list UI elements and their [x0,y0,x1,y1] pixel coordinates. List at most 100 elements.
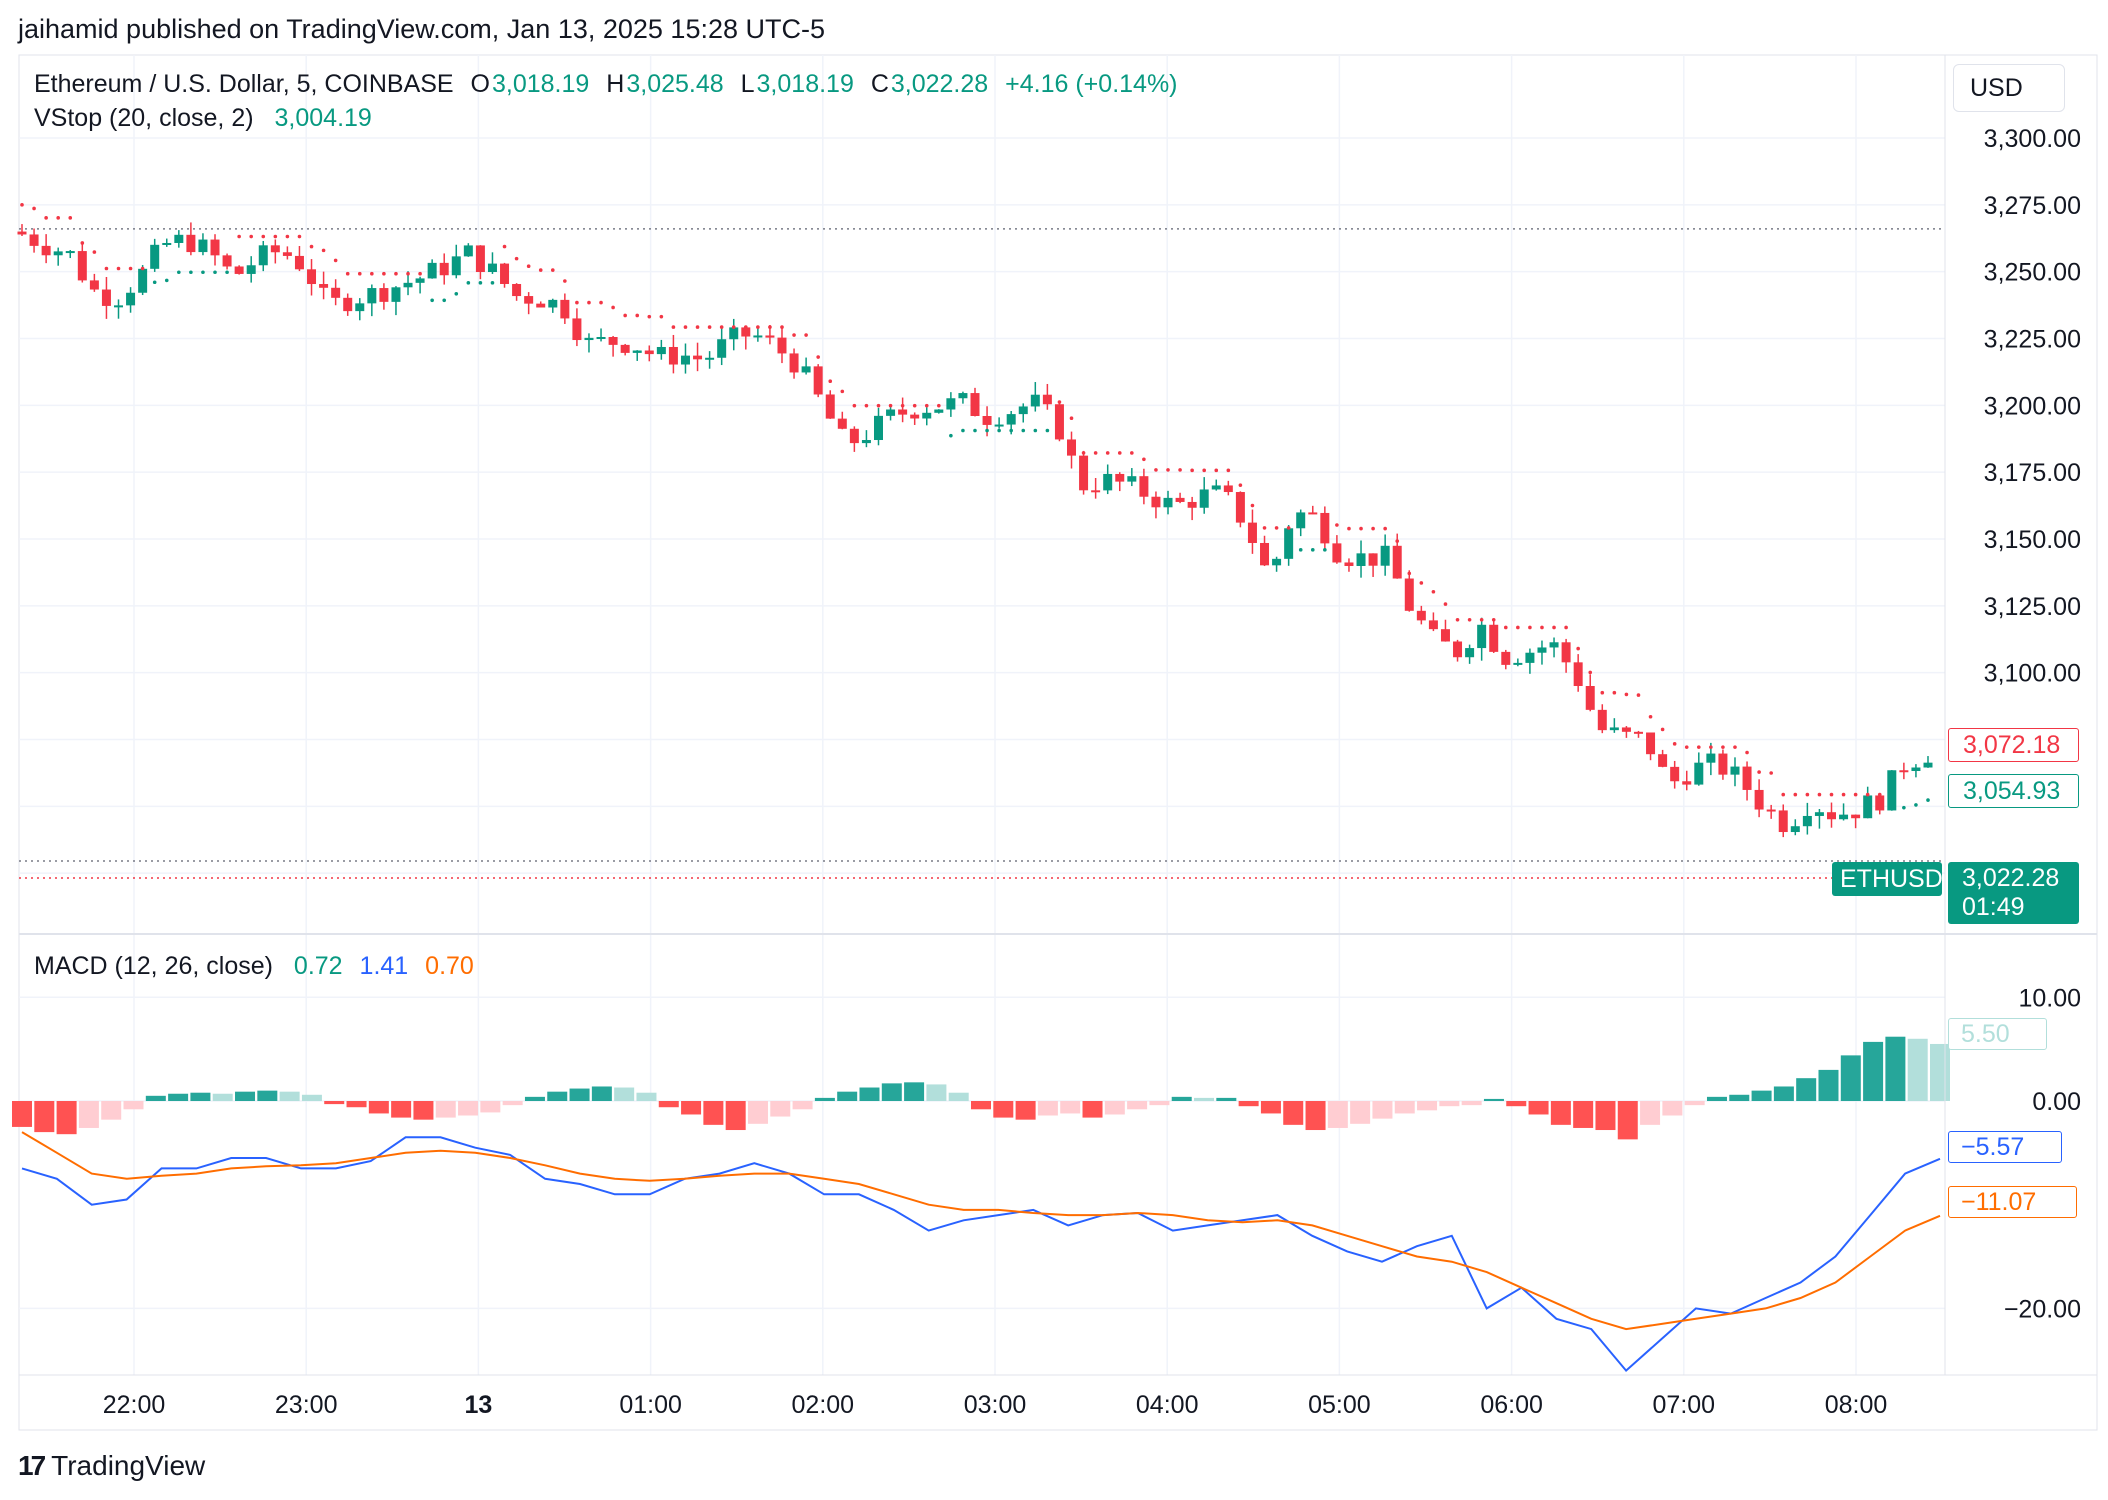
price-tick-label: 3,300.00 [1984,125,2081,153]
vstop-dot [1660,727,1665,732]
low-value: 3,018.19 [756,70,854,98]
candle-body [1537,647,1547,653]
macd-hist-bar [1216,1097,1237,1101]
candle-body [1694,762,1704,785]
candle-body [186,234,196,253]
macd-hist-bar [837,1091,858,1101]
tradingview-logo[interactable]: 17 TradingView [18,1450,205,1482]
vstop-dot [1238,483,1243,487]
vstop-dot [1286,526,1291,530]
macd-hist-bar [1773,1086,1794,1101]
candle-body [922,412,932,419]
candle-body [1573,662,1583,687]
candle-body [946,398,956,410]
vstop-dot [1817,792,1822,797]
candle-body [958,393,968,399]
vstop-dot [707,325,712,329]
macd-hist-bar [948,1092,969,1101]
candle-body [644,350,654,355]
vstop-dot [1757,770,1761,774]
vstop-dot [1552,625,1556,630]
candle-body [1549,642,1559,648]
candle-body [1477,624,1487,649]
macd-hist-bar [168,1093,189,1101]
candle-body [1223,485,1233,493]
macd-hist-bar [1528,1101,1549,1115]
macd-label: MACD (12, 26, close) [34,952,273,980]
macd-hist-bar [1684,1101,1705,1106]
macd-hist-bar [257,1090,278,1101]
macd-hist-bar [1149,1101,1170,1106]
candle-body [1235,492,1245,523]
candle-body [524,296,534,304]
vstop-dot [900,403,905,408]
candle-body [319,284,329,288]
currency-button[interactable]: USD [1953,64,2065,112]
candle-body [1344,562,1354,566]
macd-hist-bar [614,1087,635,1101]
vstop-label: VStop (20, close, 2) [34,104,254,132]
candle-body [1911,767,1921,772]
candle-body [1260,542,1270,566]
vstop-dot [1696,745,1701,749]
vstop-dot [1105,451,1110,455]
candle-body [331,287,341,298]
time-tick-label: 13 [464,1391,492,1419]
candle-body [886,409,896,416]
vstop-dot [1503,625,1508,630]
macd-hist-bar [1350,1101,1371,1124]
candle-body [89,280,99,290]
price-tick-label: 3,175.00 [1984,459,2081,487]
vstop-dot [1600,690,1605,695]
candle-body [668,346,678,365]
grid [19,55,1945,1375]
vstop-dot [1298,548,1303,552]
candle-body [1356,553,1366,566]
macd-hist-bar [1104,1101,1125,1115]
candle-body [114,305,124,308]
candle-body [837,418,847,429]
candle-body [1067,439,1077,456]
macd-hist-bar [1729,1094,1750,1101]
candle-body [765,335,775,338]
candle-body [1139,476,1149,497]
candle-body [608,336,618,345]
vstop-dot [1202,468,1207,473]
vstop-dot [550,268,555,272]
macd-hist-bar [814,1097,835,1101]
candle-body [1018,406,1028,415]
vstop-dot [68,216,73,220]
macd-line-tag: −5.57 [1948,1131,2062,1163]
candle-body [77,251,87,281]
macd-hist-bar [1751,1090,1772,1101]
macd-hist-bar [1550,1101,1571,1125]
candle-body [1115,473,1125,482]
macd-hist-bar [346,1101,367,1108]
vstop-dot [997,428,1001,433]
vstop-dot [357,271,362,276]
candle-body [789,353,799,373]
candle-body [1863,795,1873,819]
macd-hist-bar [1573,1101,1594,1128]
high-value: 3,025.48 [626,70,724,98]
macd-line-value: 1.41 [359,952,409,980]
vstop-dot [502,244,507,249]
vstop-legend[interactable]: VStop (20, close, 2) 3,004.19 [34,104,374,133]
vstop-dot [1383,526,1387,531]
symbol-legend[interactable]: Ethereum / U.S. Dollar, 5, COINBASE O3,0… [34,70,1180,99]
price-tick-label: 3,200.00 [1984,392,2081,420]
macd-hist-bar [1840,1055,1861,1101]
macd-legend[interactable]: MACD (12, 26, close) 0.72 1.41 0.70 [34,952,476,981]
candle-body [861,440,871,444]
candle-body [1561,642,1571,663]
vstop-dot [237,234,241,239]
candle-body [415,278,425,283]
candle-body [1392,545,1402,579]
vstop-dot [1419,581,1424,585]
macd-hist-bar [770,1101,791,1117]
vstop-dots [20,203,1930,810]
macd-hist-bar [1595,1101,1616,1131]
vstop-dot [1576,646,1580,651]
macd-hist-bar [1818,1069,1839,1101]
